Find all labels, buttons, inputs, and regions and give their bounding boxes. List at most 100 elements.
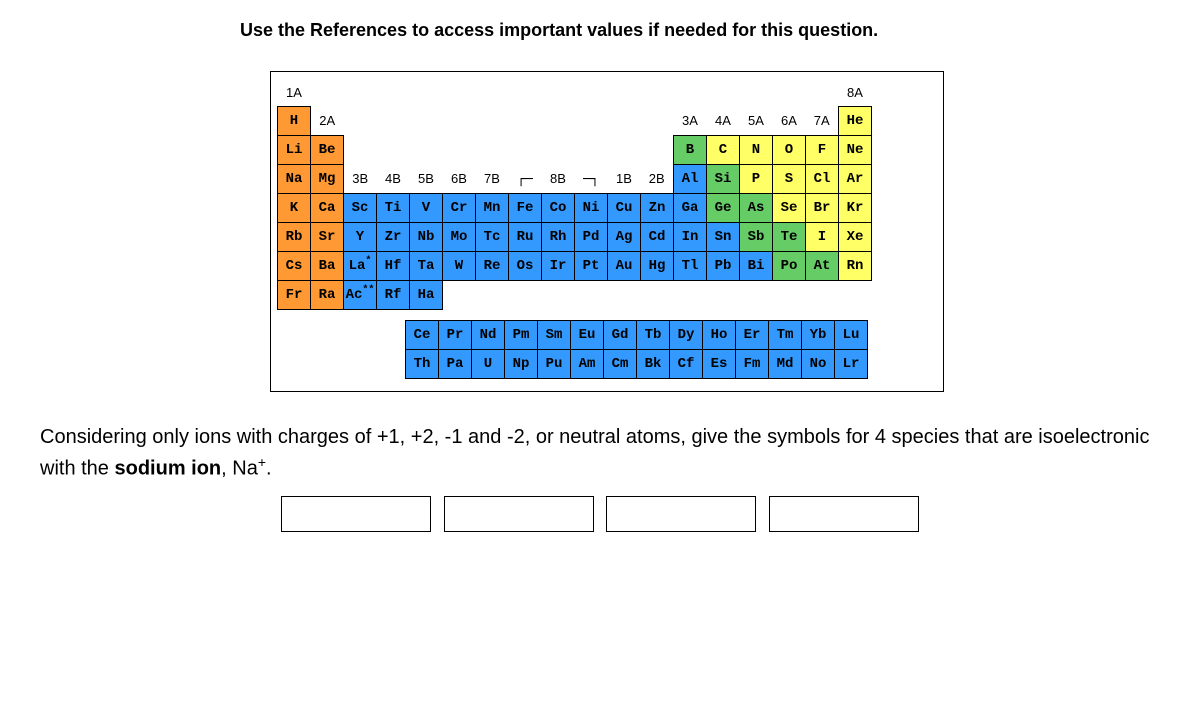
element-Te[interactable]: Te — [773, 223, 806, 252]
element-Sn[interactable]: Sn — [707, 223, 740, 252]
element-H[interactable]: H — [278, 107, 311, 136]
element-Si[interactable]: Si — [707, 165, 740, 194]
element-O[interactable]: O — [773, 136, 806, 165]
element-Gd[interactable]: Gd — [604, 321, 637, 350]
element-Pd[interactable]: Pd — [575, 223, 608, 252]
element-Ga[interactable]: Ga — [674, 194, 707, 223]
element-Rh[interactable]: Rh — [542, 223, 575, 252]
answer-input-2[interactable] — [444, 496, 594, 532]
element-Co[interactable]: Co — [542, 194, 575, 223]
element-Ar[interactable]: Ar — [839, 165, 872, 194]
element-Cr[interactable]: Cr — [443, 194, 476, 223]
element-Xe[interactable]: Xe — [839, 223, 872, 252]
element-Ba[interactable]: Ba — [311, 252, 344, 281]
element-Ag[interactable]: Ag — [608, 223, 641, 252]
element-Ge[interactable]: Ge — [707, 194, 740, 223]
element-Se[interactable]: Se — [773, 194, 806, 223]
element-Sm[interactable]: Sm — [538, 321, 571, 350]
element-Ha[interactable]: Ha — [410, 281, 443, 310]
element-Hf[interactable]: Hf — [377, 252, 410, 281]
element-Pr[interactable]: Pr — [439, 321, 472, 350]
element-Be[interactable]: Be — [311, 136, 344, 165]
element-Hg[interactable]: Hg — [641, 252, 674, 281]
element-Lu[interactable]: Lu — [835, 321, 868, 350]
element-Nb[interactable]: Nb — [410, 223, 443, 252]
element-Ra[interactable]: Ra — [311, 281, 344, 310]
element-Y[interactable]: Y — [344, 223, 377, 252]
element-Ru[interactable]: Ru — [509, 223, 542, 252]
element-He[interactable]: He — [839, 107, 872, 136]
element-Rb[interactable]: Rb — [278, 223, 311, 252]
element-Np[interactable]: Np — [505, 350, 538, 379]
element-U[interactable]: U — [472, 350, 505, 379]
element-I[interactable]: I — [806, 223, 839, 252]
element-Er[interactable]: Er — [736, 321, 769, 350]
element-Br[interactable]: Br — [806, 194, 839, 223]
element-Th[interactable]: Th — [406, 350, 439, 379]
element-Ho[interactable]: Ho — [703, 321, 736, 350]
element-Tl[interactable]: Tl — [674, 252, 707, 281]
element-Fr[interactable]: Fr — [278, 281, 311, 310]
element-In[interactable]: In — [674, 223, 707, 252]
element-Po[interactable]: Po — [773, 252, 806, 281]
element-Pb[interactable]: Pb — [707, 252, 740, 281]
element-Mo[interactable]: Mo — [443, 223, 476, 252]
element-Mn[interactable]: Mn — [476, 194, 509, 223]
element-B[interactable]: B — [674, 136, 707, 165]
element-Am[interactable]: Am — [571, 350, 604, 379]
element-Eu[interactable]: Eu — [571, 321, 604, 350]
element-Bk[interactable]: Bk — [637, 350, 670, 379]
element-S[interactable]: S — [773, 165, 806, 194]
element-Re[interactable]: Re — [476, 252, 509, 281]
element-As[interactable]: As — [740, 194, 773, 223]
element-At[interactable]: At — [806, 252, 839, 281]
element-Tb[interactable]: Tb — [637, 321, 670, 350]
element-Tc[interactable]: Tc — [476, 223, 509, 252]
element-Fe[interactable]: Fe — [509, 194, 542, 223]
element-N[interactable]: N — [740, 136, 773, 165]
element-Cu[interactable]: Cu — [608, 194, 641, 223]
element-Ti[interactable]: Ti — [377, 194, 410, 223]
element-La[interactable]: La* — [344, 252, 377, 281]
element-Cf[interactable]: Cf — [670, 350, 703, 379]
element-No[interactable]: No — [802, 350, 835, 379]
answer-input-4[interactable] — [769, 496, 919, 532]
element-Kr[interactable]: Kr — [839, 194, 872, 223]
element-Es[interactable]: Es — [703, 350, 736, 379]
element-Fm[interactable]: Fm — [736, 350, 769, 379]
element-Pu[interactable]: Pu — [538, 350, 571, 379]
element-Zn[interactable]: Zn — [641, 194, 674, 223]
element-C[interactable]: C — [707, 136, 740, 165]
element-Lr[interactable]: Lr — [835, 350, 868, 379]
answer-input-1[interactable] — [281, 496, 431, 532]
element-Os[interactable]: Os — [509, 252, 542, 281]
element-Bi[interactable]: Bi — [740, 252, 773, 281]
element-Ne[interactable]: Ne — [839, 136, 872, 165]
element-Ca[interactable]: Ca — [311, 194, 344, 223]
element-W[interactable]: W — [443, 252, 476, 281]
element-Ni[interactable]: Ni — [575, 194, 608, 223]
element-Rn[interactable]: Rn — [839, 252, 872, 281]
element-Na[interactable]: Na — [278, 165, 311, 194]
element-Zr[interactable]: Zr — [377, 223, 410, 252]
element-Cl[interactable]: Cl — [806, 165, 839, 194]
element-Nd[interactable]: Nd — [472, 321, 505, 350]
element-P[interactable]: P — [740, 165, 773, 194]
element-Cm[interactable]: Cm — [604, 350, 637, 379]
element-Pa[interactable]: Pa — [439, 350, 472, 379]
element-Li[interactable]: Li — [278, 136, 311, 165]
element-V[interactable]: V — [410, 194, 443, 223]
element-Sb[interactable]: Sb — [740, 223, 773, 252]
element-Ta[interactable]: Ta — [410, 252, 443, 281]
element-Dy[interactable]: Dy — [670, 321, 703, 350]
element-Cs[interactable]: Cs — [278, 252, 311, 281]
element-K[interactable]: K — [278, 194, 311, 223]
element-Au[interactable]: Au — [608, 252, 641, 281]
element-Cd[interactable]: Cd — [641, 223, 674, 252]
element-Pt[interactable]: Pt — [575, 252, 608, 281]
element-Yb[interactable]: Yb — [802, 321, 835, 350]
element-Sc[interactable]: Sc — [344, 194, 377, 223]
element-Mg[interactable]: Mg — [311, 165, 344, 194]
answer-input-3[interactable] — [606, 496, 756, 532]
element-Ir[interactable]: Ir — [542, 252, 575, 281]
